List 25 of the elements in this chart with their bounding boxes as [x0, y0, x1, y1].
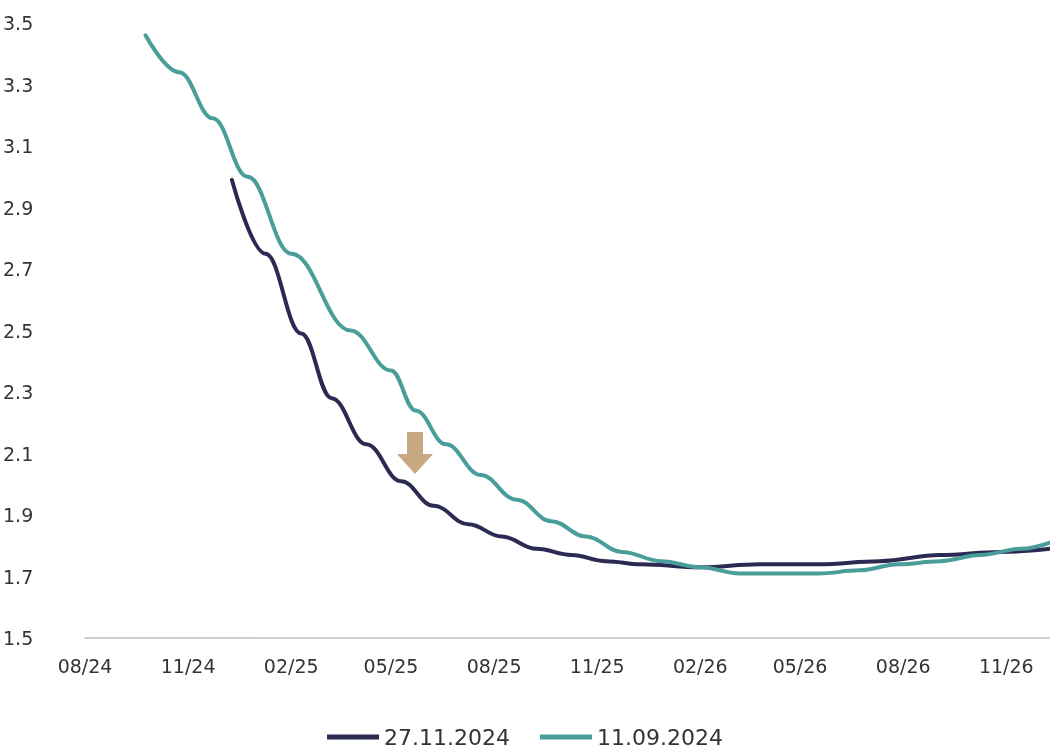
x-tick-label: 05/26 — [772, 654, 828, 677]
y-tick-label: 2.9 — [3, 196, 34, 219]
x-tick-label: 08/26 — [875, 654, 931, 677]
y-tick-label: 1.9 — [3, 504, 34, 526]
x-tick-label: 11/25 — [569, 654, 625, 677]
legend-label: 27.11.2024 — [384, 724, 511, 750]
y-tick-label: 1.7 — [3, 565, 34, 588]
y-tick-label: 3.5 — [3, 12, 34, 34]
line-series — [229, 177, 1050, 570]
x-tick-label: 02/26 — [672, 654, 728, 677]
y-tick-label: 3.1 — [3, 135, 34, 157]
x-tick-label: 08/25 — [466, 654, 522, 677]
y-tick-label: 2.5 — [3, 319, 34, 342]
line-series — [143, 33, 1050, 576]
y-tick-label: 2.1 — [3, 442, 34, 465]
legend-label: 11.09.2024 — [597, 724, 723, 750]
x-tick-label: 11/24 — [160, 654, 216, 677]
x-tick-label: 05/25 — [363, 654, 419, 677]
y-tick-label: 1.5 — [3, 627, 34, 649]
x-tick-label: 08/24 — [57, 654, 113, 677]
y-tick-label: 2.3 — [3, 381, 34, 403]
x-tick-label: 02/25 — [263, 654, 319, 677]
x-tick-label: 11/26 — [978, 654, 1034, 677]
y-tick-label: 3.3 — [3, 73, 34, 96]
y-tick-label: 2.7 — [3, 258, 34, 280]
